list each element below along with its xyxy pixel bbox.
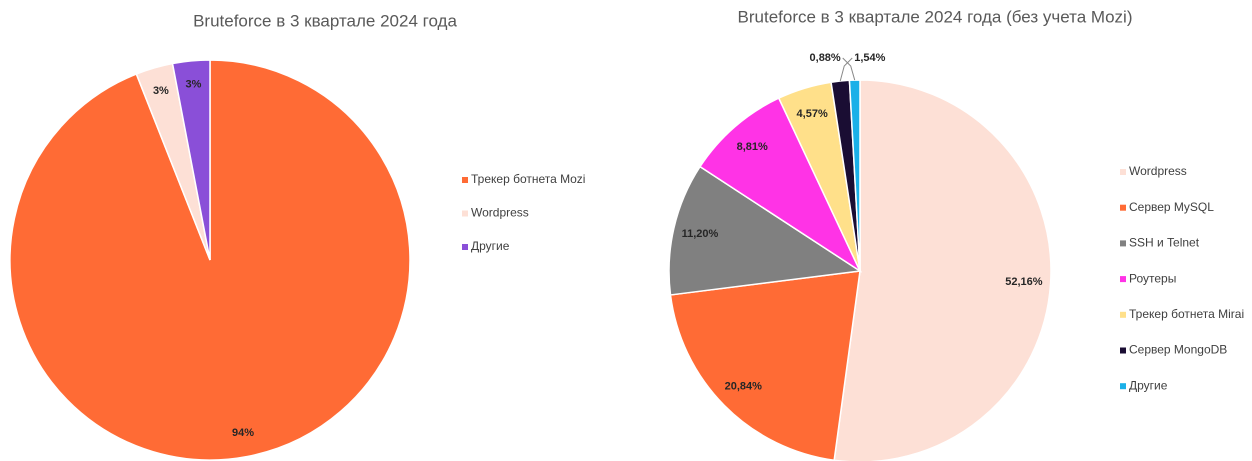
legend-label: Wordpress [1129,164,1187,178]
pie-slice [848,79,861,272]
legend-label: Другие [471,239,510,253]
legend-swatch [1120,311,1126,318]
data-label: 20,84% [725,380,763,392]
legend-label: Wordpress [471,206,529,220]
data-label: 3% [153,85,169,97]
legend-swatch [1120,169,1126,175]
data-label: 3% [185,79,201,91]
legend-swatch [1120,240,1126,247]
pie-slice [669,270,861,461]
pie-slice [171,59,211,261]
legend-label: Роутеры [1129,271,1176,285]
pie-slice [668,165,863,296]
leader-line [842,57,856,81]
legend-label: Трекер ботнета Mozi [471,172,585,186]
leader-line [839,57,853,82]
data-label: 8,81% [737,141,768,153]
legend-label: Трекер ботнета Mirai [1129,307,1244,321]
data-label: 94% [232,427,254,439]
data-label: 52,16% [1005,276,1043,288]
chart-title: Bruteforce в 3 квартале 2024 года (без у… [738,7,1133,26]
legend-swatch [1120,383,1126,390]
data-label: 11,20% [682,228,719,240]
pie-slice [698,97,862,274]
legend-swatch [1120,276,1126,283]
chart-title: Bruteforce в 3 квартале 2024 года [193,11,457,30]
legend-swatch [1120,347,1126,354]
data-label: 4,57% [797,108,828,120]
legend-swatch [1120,204,1126,211]
legend-swatch [462,210,468,217]
data-label: 1,54% [854,52,885,64]
legend-label: Другие [1129,378,1168,392]
legend-label: SSH и Telnet [1129,236,1200,250]
pie-slice [833,79,1052,461]
legend-swatch [462,177,468,183]
legend-label: Сервер MongoDB [1129,343,1227,357]
legend-label: Сервер MySQL [1129,200,1214,214]
data-label: 0,88% [810,52,841,64]
legend-swatch [462,244,468,250]
